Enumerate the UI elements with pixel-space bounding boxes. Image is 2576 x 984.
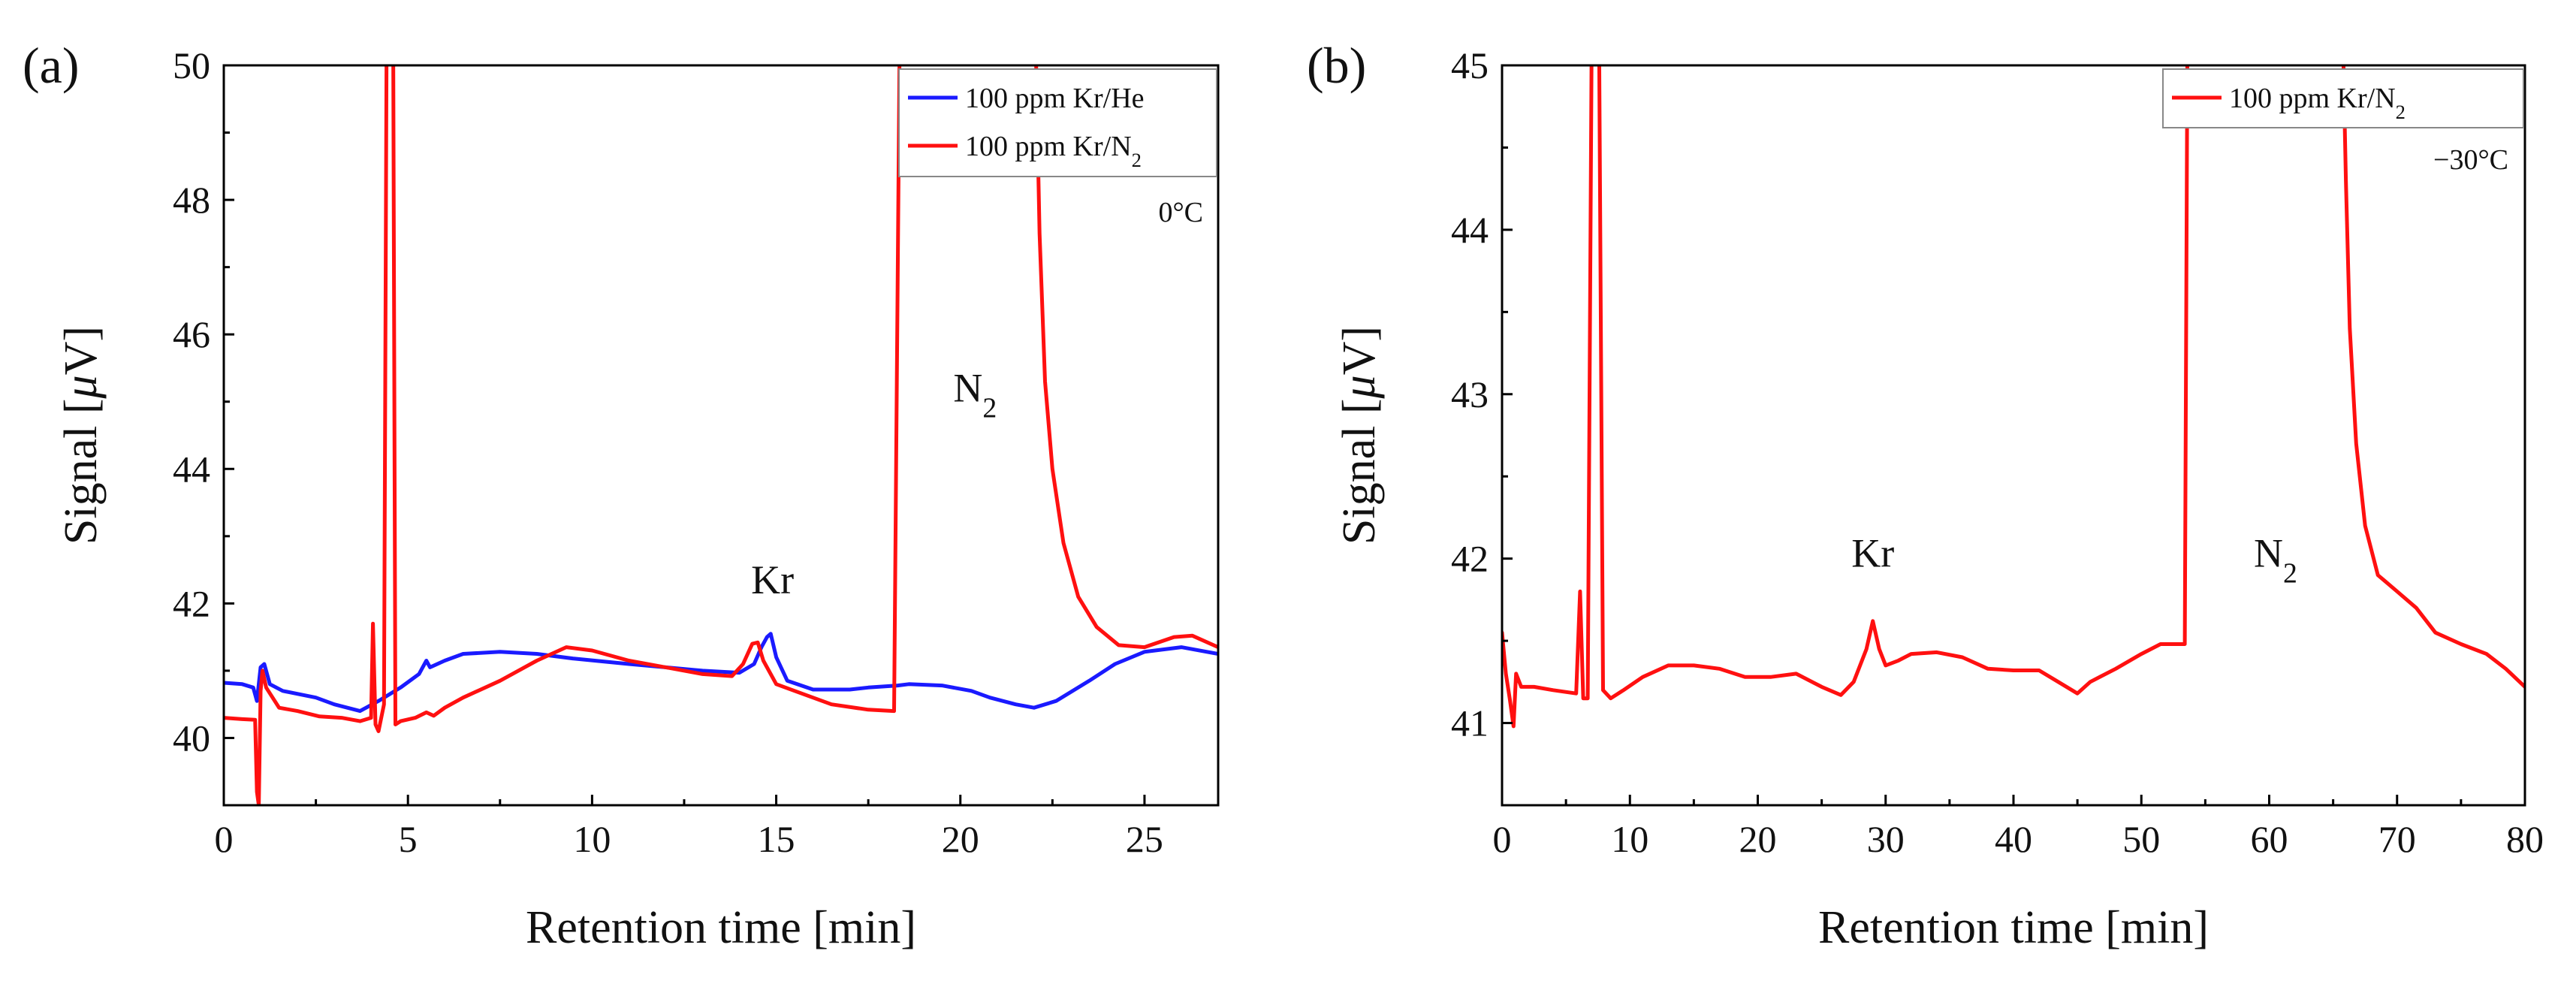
condition-label: −30°C	[2433, 144, 2508, 176]
x-tick-label: 30	[1867, 818, 1905, 860]
peak-annotation: Kr	[1851, 531, 1894, 576]
x-tick-label: 10	[573, 818, 611, 860]
legend-frame	[2162, 68, 2524, 128]
y-axis-label: Signal [μV]	[56, 326, 107, 545]
peak-annotation: N2	[953, 366, 997, 424]
x-tick-label: 5	[399, 818, 418, 860]
panel-label: (a)	[23, 37, 79, 94]
y-tick-label: 45	[1451, 44, 1489, 86]
x-tick-label: 20	[1739, 818, 1777, 860]
legend-entry: 100 ppm Kr/He	[965, 83, 1145, 114]
y-tick-label: 44	[173, 448, 210, 490]
y-tick-label: 50	[173, 44, 210, 86]
y-tick-label: 42	[1451, 538, 1489, 580]
x-tick-label: 20	[942, 818, 979, 860]
condition-label: 0°C	[1158, 197, 1203, 228]
x-tick-label: 25	[1126, 818, 1163, 860]
plot-frame	[1501, 64, 2526, 807]
x-tick-label: 10	[1611, 818, 1648, 860]
legend: 100 ppm Kr/N2	[2162, 68, 2524, 128]
y-tick-label: 48	[173, 179, 210, 221]
peak-annotation: Kr	[751, 557, 794, 602]
y-tick-label: 46	[173, 313, 210, 355]
x-tick-label: 60	[2251, 818, 2288, 860]
x-tick-label: 50	[2122, 818, 2160, 860]
x-tick-label: 0	[215, 818, 234, 860]
y-tick-label: 41	[1451, 702, 1489, 744]
peak-annotation: N2	[2254, 531, 2297, 590]
x-tick-label: 40	[1995, 818, 2032, 860]
x-axis-label: Retention time [min]	[1818, 902, 2209, 953]
y-axis-label: Signal [μV]	[1334, 326, 1385, 545]
chart-panel-b: 0 10 20 30 40 50 60 70 80 41 42 43 44 45 Retention tim…	[1307, 37, 2544, 953]
series-line-100-ppm-kr-n2	[1502, 65, 2525, 729]
x-tick-label: 15	[758, 818, 795, 860]
legend-frame	[898, 68, 1217, 177]
x-tick-label: 0	[1493, 818, 1512, 860]
series-line-100-ppm-kr-he	[224, 632, 1218, 714]
chart-panel-a: 0 5 10 15 20 25 40 42 44 46 48 50 Retention time [mi…	[23, 37, 1220, 953]
y-tick-label: 44	[1451, 209, 1489, 251]
legend: 100 ppm Kr/He 100 ppm Kr/N2	[898, 68, 1217, 177]
plot-frame	[222, 64, 1220, 807]
y-tick-label: 43	[1451, 373, 1489, 415]
panel-label: (b)	[1307, 37, 1366, 94]
x-axis-label: Retention time [min]	[526, 902, 916, 953]
y-tick-label: 42	[173, 582, 210, 624]
x-tick-label: 80	[2506, 818, 2544, 860]
x-tick-label: 70	[2378, 818, 2416, 860]
series-line-100-ppm-kr-n2	[224, 65, 1218, 805]
legend-entry: 100 ppm Kr/N2	[2229, 83, 2406, 123]
legend-entry: 100 ppm Kr/N2	[965, 131, 1142, 171]
y-tick-label: 40	[173, 717, 210, 759]
